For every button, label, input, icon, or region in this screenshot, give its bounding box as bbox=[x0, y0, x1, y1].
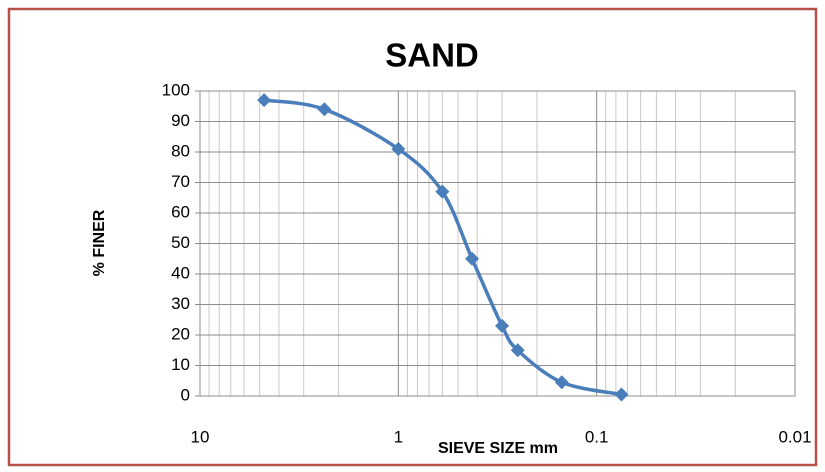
data-point bbox=[257, 93, 272, 108]
x-tick-label: 1 bbox=[394, 427, 403, 446]
y-tick-label: 60 bbox=[171, 202, 190, 221]
plot-frame bbox=[199, 90, 796, 397]
chart-title: SAND bbox=[385, 37, 479, 74]
y-axis-label: % FINER bbox=[91, 209, 108, 276]
data-point bbox=[510, 343, 525, 358]
y-tick-label: 10 bbox=[171, 355, 190, 374]
data-point bbox=[495, 318, 510, 333]
y-tick-label: 50 bbox=[171, 233, 190, 252]
y-tick-label: 70 bbox=[171, 172, 190, 191]
data-point bbox=[465, 251, 480, 266]
x-tick-label: 10 bbox=[191, 427, 210, 446]
y-tick-label: 40 bbox=[171, 263, 190, 282]
data-point bbox=[614, 387, 629, 402]
x-axis-label: SIEVE SIZE mm bbox=[438, 440, 558, 457]
chart-border bbox=[7, 7, 818, 467]
y-tick-label: 100 bbox=[162, 80, 190, 99]
data-point bbox=[391, 141, 406, 156]
x-tick-label: 0.1 bbox=[585, 427, 609, 446]
data-point bbox=[554, 375, 569, 390]
y-tick-label: 90 bbox=[171, 111, 190, 130]
y-tick-label: 20 bbox=[171, 324, 190, 343]
x-tick-label: 0.01 bbox=[778, 427, 811, 446]
y-tick-label: 30 bbox=[171, 294, 190, 313]
y-tick-label: 0 bbox=[181, 385, 190, 404]
y-tick-label: 80 bbox=[171, 141, 190, 160]
data-point bbox=[435, 184, 450, 199]
data-point bbox=[317, 102, 332, 117]
